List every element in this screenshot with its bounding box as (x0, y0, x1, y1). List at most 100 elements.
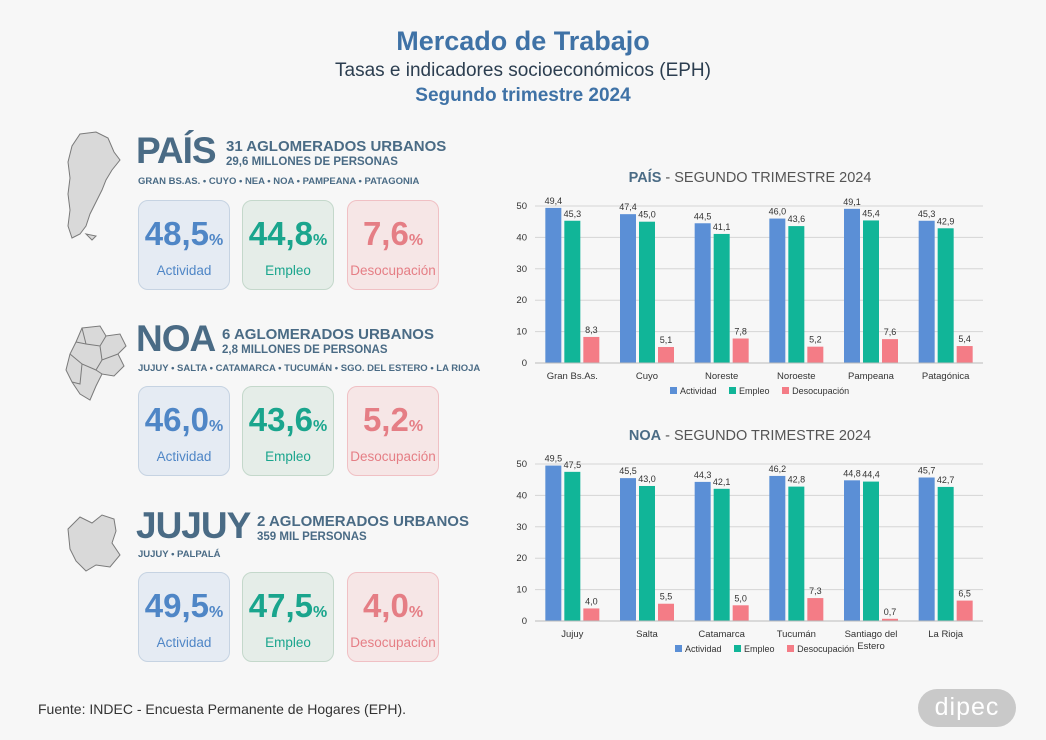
region-aglomerados: 2 AGLOMERADOS URBANOS (257, 513, 469, 530)
legend-swatch-empleo (729, 387, 737, 394)
y-tick-label: 30 (516, 264, 527, 275)
desocupacion-value: 4,0 (362, 587, 409, 624)
y-tick-label: 20 (516, 553, 527, 564)
empleo-value: 47,5 (248, 587, 313, 624)
chart-pais: PAÍS - SEGUNDO TRIMESTRE 2024 0 10 20 30 40 5… (505, 170, 995, 405)
region-aglomerados: 31 AGLOMERADOS URBANOS (226, 138, 447, 155)
x-tick-label: Cuyo (636, 371, 658, 382)
card-label: Actividad (156, 263, 212, 278)
data-label: 49,1 (843, 197, 861, 207)
x-tick-label: Patagónica (922, 371, 970, 382)
region-name: NOA (136, 318, 216, 359)
bar-empleo (937, 486, 954, 621)
desocupacion-value: 7,6 (362, 215, 409, 252)
jujuy-map-icon (67, 514, 121, 572)
y-tick-label: 10 (516, 585, 527, 596)
card-desocupacion: 5,2% Desocupación (347, 386, 439, 476)
bar-desocupacion (732, 605, 749, 621)
chart-title-bold: NOA (628, 428, 662, 444)
data-label: 45,7 (918, 466, 936, 476)
pct-sign: % (313, 604, 328, 621)
data-label: 45,4 (862, 208, 880, 218)
card-label: Empleo (265, 263, 311, 278)
legend-desocupacion: Desocupación (797, 644, 855, 654)
empleo-value: 43,6 (248, 401, 313, 438)
card-empleo: 44,8% Empleo (242, 200, 334, 290)
card-label: Empleo (265, 635, 311, 650)
chart-legend: Actividad Empleo Desocupación (670, 386, 859, 396)
y-tick-label: 50 (516, 201, 527, 212)
bar-actividad (545, 465, 562, 621)
source-note: Fuente: INDEC - Encuesta Permanente de H… (38, 701, 407, 717)
bar-actividad (694, 481, 711, 621)
bar-actividad (918, 477, 935, 621)
data-label: 42,9 (937, 216, 955, 226)
chart-title-rest: - SEGUNDO TRIMESTRE 2024 (661, 428, 872, 444)
x-tick-label: Catamarca (698, 629, 745, 640)
region-personas: 2,8 MILLONES DE PERSONAS (222, 344, 388, 356)
x-tick-label: La Rioja (928, 629, 964, 640)
data-label: 47,4 (619, 202, 637, 212)
bar-empleo (788, 486, 805, 621)
data-label: 4,0 (585, 596, 598, 606)
x-tick-label: Gran Bs.As. (547, 371, 598, 382)
legend-desocupacion: Desocupación (792, 386, 850, 396)
chart-plot: 0 10 20 30 40 50 49,547,5 4,0 Jujuy 45,543,0 5,5 Sa… (516, 454, 983, 652)
bar-desocupacion (882, 339, 898, 363)
data-label: 42,1 (713, 477, 731, 487)
bar-actividad (694, 223, 711, 363)
data-label: 44,5 (694, 211, 712, 221)
region-cities: JUJUY • SALTA • CATAMARCA • TUCUMÁN • SG… (138, 363, 481, 374)
card-label: Actividad (156, 449, 212, 464)
bar-desocupacion (956, 346, 973, 363)
region-name: JUJUY (136, 505, 251, 546)
legend-actividad: Actividad (685, 644, 722, 654)
actividad-value: 48,5 (144, 215, 209, 252)
card-actividad: 49,5% Actividad (138, 572, 230, 662)
data-label: 6,5 (958, 589, 971, 599)
legend-empleo: Empleo (744, 644, 775, 654)
bar-actividad (545, 207, 562, 363)
legend-actividad: Actividad (680, 386, 717, 396)
data-label: 46,2 (769, 464, 787, 474)
chart-title-rest: - SEGUNDO TRIMESTRE 2024 (661, 170, 872, 186)
legend-swatch-actividad (675, 645, 682, 652)
region-jujuy: JUJUY 2 AGLOMERADOS URBANOS 359 MIL PERS… (60, 505, 500, 675)
data-label: 7,8 (734, 327, 747, 337)
data-label: 5,4 (958, 334, 971, 344)
card-label: Desocupación (350, 449, 436, 464)
bar-empleo (713, 233, 730, 363)
legend-swatch-desocupacion (787, 645, 795, 652)
x-tick-label: Jujuy (561, 629, 583, 640)
bar-empleo (564, 220, 581, 363)
chart-noa: NOA - SEGUNDO TRIMESTRE 2024 0 10 20 30 40 50… (505, 428, 995, 663)
x-tick-label: Tucumán (777, 629, 816, 640)
y-tick-label: 40 (516, 490, 527, 501)
bar-empleo (639, 221, 655, 363)
bar-actividad (620, 214, 636, 363)
pct-sign: % (209, 232, 224, 249)
region-name: PAÍS (136, 130, 217, 171)
bar-empleo (937, 228, 954, 363)
y-tick-label: 50 (516, 459, 527, 470)
legend-swatch-empleo (734, 645, 742, 652)
region-noa: NOA 6 AGLOMERADOS URBANOS 2,8 MILLONES D… (60, 318, 500, 488)
pct-sign: % (313, 418, 328, 435)
bar-desocupacion (583, 336, 600, 363)
data-label: 45,3 (918, 209, 936, 219)
page-subtitle: Tasas e indicadores socioeconómicos (EPH… (335, 60, 711, 81)
chart-title: PAÍS - SEGUNDO TRIMESTRE 2024 (505, 170, 995, 186)
data-label: 46,0 (769, 207, 787, 217)
x-tick-label: Noreste (705, 371, 738, 382)
bar-actividad (769, 475, 786, 621)
bar-desocupacion (807, 598, 824, 621)
x-tick-label: Salta (636, 629, 658, 640)
data-label: 49,4 (545, 196, 563, 206)
actividad-value: 46,0 (144, 401, 209, 438)
bar-desocupacion (658, 346, 674, 363)
bar-actividad (844, 480, 860, 621)
pct-sign: % (313, 232, 328, 249)
chart-legend: Actividad Empleo Desocupación (675, 644, 864, 654)
bar-desocupacion (583, 608, 600, 621)
